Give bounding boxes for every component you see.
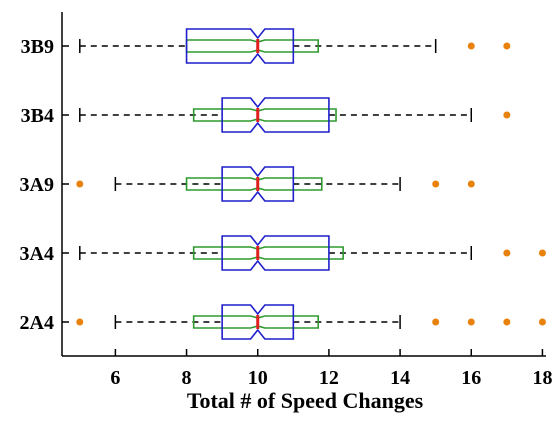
y-ticks: 3B9 3B4 3A9 3A4 2A4 bbox=[20, 36, 69, 334]
primary-box bbox=[221, 166, 295, 202]
y-tick-label: 3B4 bbox=[21, 105, 54, 127]
x-tick-label: 8 bbox=[182, 367, 192, 389]
x-tick-label: 18 bbox=[532, 367, 552, 389]
box-group-2A4 bbox=[76, 304, 546, 340]
secondary-box bbox=[185, 177, 323, 191]
outlier-point bbox=[503, 42, 511, 50]
secondary-box bbox=[192, 108, 337, 122]
primary-box bbox=[221, 235, 330, 271]
outlier-point bbox=[538, 318, 546, 326]
x-tick-label: 10 bbox=[248, 367, 268, 389]
x-axis-title: Total # of Speed Changes bbox=[187, 388, 424, 413]
x-ticks: 6 8 10 12 14 16 18 bbox=[110, 349, 552, 389]
y-tick-label: 2A4 bbox=[20, 312, 54, 334]
outlier-point bbox=[467, 42, 475, 50]
y-tick-label: 3A9 bbox=[20, 174, 54, 196]
secondary-box bbox=[185, 39, 320, 53]
outlier-point bbox=[76, 318, 84, 326]
outlier-point bbox=[503, 111, 511, 119]
x-tick-label: 16 bbox=[461, 367, 481, 389]
box-group-3A9 bbox=[76, 166, 475, 202]
box-group-3A4 bbox=[79, 235, 546, 271]
primary-box bbox=[221, 97, 330, 133]
outlier-point bbox=[503, 318, 511, 326]
outlier-point bbox=[467, 180, 475, 188]
plot-area bbox=[76, 28, 546, 340]
x-tick-label: 14 bbox=[390, 367, 410, 389]
y-tick-label: 3A4 bbox=[20, 243, 54, 265]
outlier-point bbox=[432, 180, 440, 188]
secondary-box bbox=[192, 246, 344, 260]
outlier-point bbox=[503, 249, 511, 257]
outlier-point bbox=[432, 318, 440, 326]
x-tick-label: 6 bbox=[110, 367, 120, 389]
secondary-box bbox=[192, 315, 320, 329]
primary-box bbox=[185, 28, 295, 64]
outlier-point bbox=[538, 249, 546, 257]
box-group-3B4 bbox=[79, 97, 511, 133]
x-tick-label: 12 bbox=[319, 367, 339, 389]
outlier-point bbox=[467, 318, 475, 326]
box-group-3B9 bbox=[79, 28, 511, 64]
y-tick-label: 3B9 bbox=[21, 36, 54, 58]
primary-box bbox=[221, 304, 295, 340]
outlier-point bbox=[76, 180, 84, 188]
